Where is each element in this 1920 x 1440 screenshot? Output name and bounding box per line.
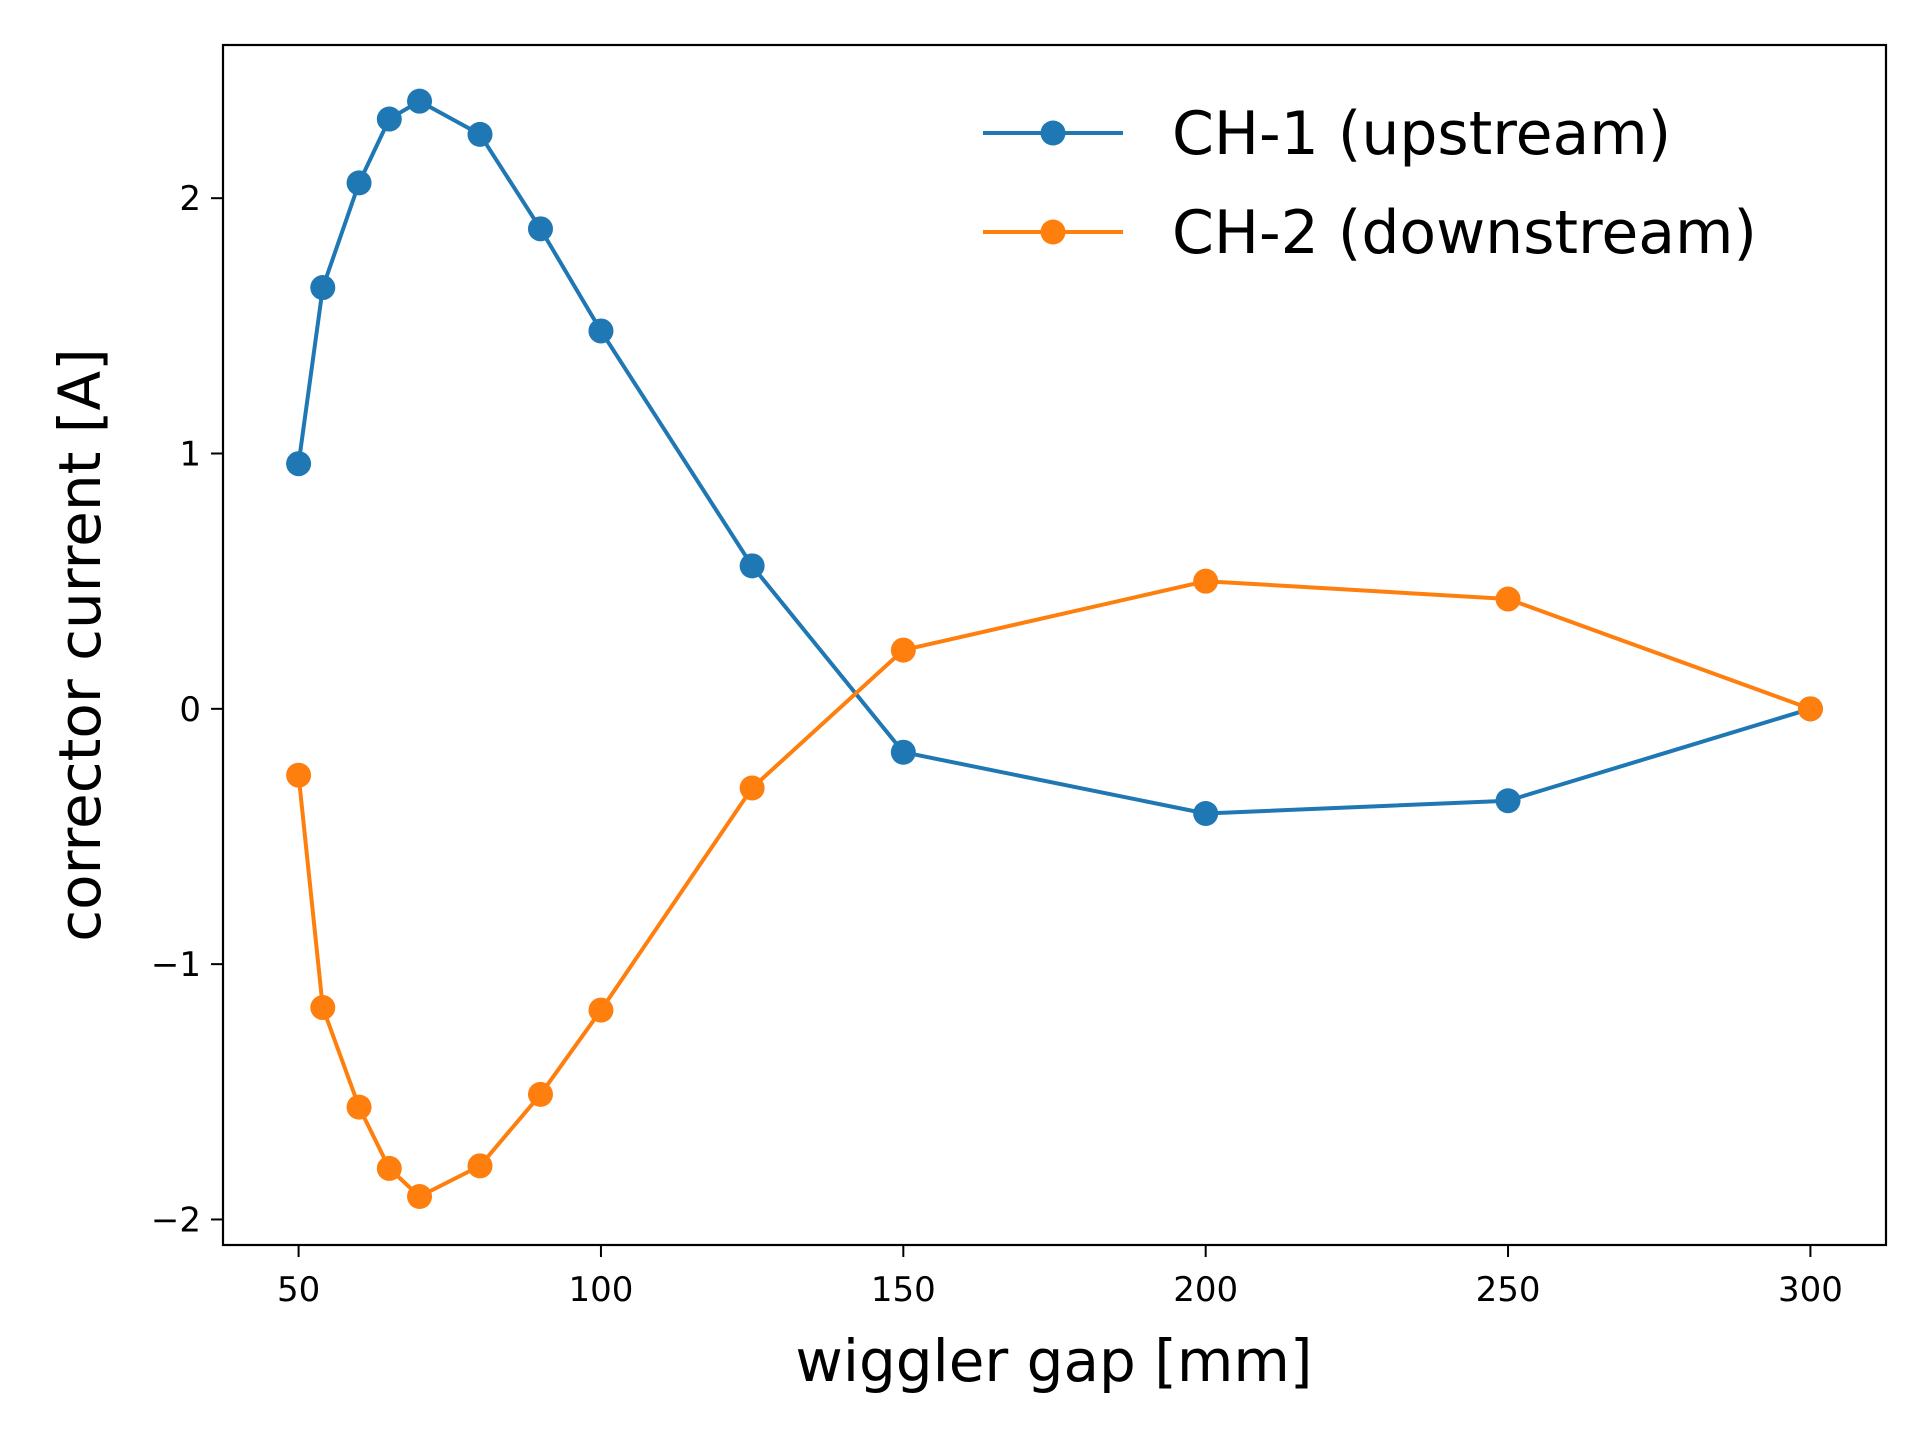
data-point: [376, 1155, 402, 1181]
data-point: [376, 106, 402, 132]
y-axis-label: corrector current [A]: [46, 348, 114, 941]
data-point: [739, 553, 765, 579]
data-point: [467, 121, 493, 147]
y-tick-label: −2: [151, 1200, 201, 1240]
data-point: [890, 637, 916, 663]
y-axis: −2 −1 0 1 2: [151, 179, 223, 1240]
legend-marker: [1040, 219, 1066, 245]
data-point: [346, 1094, 372, 1120]
data-point: [1797, 696, 1823, 722]
data-point: [407, 88, 433, 114]
data-point: [467, 1153, 493, 1179]
plot-frame: [221, 43, 1888, 1247]
data-point: [346, 170, 372, 196]
legend-label: CH-1 (upstream): [1172, 99, 1671, 169]
legend-label: CH-2 (downstream): [1172, 198, 1757, 268]
data-point: [588, 997, 614, 1023]
series-2: [286, 568, 1823, 1209]
data-point: [310, 995, 336, 1021]
data-point: [1495, 788, 1521, 814]
x-tick-label: 50: [277, 1270, 320, 1310]
legend-item: CH-1 (upstream): [983, 99, 1671, 169]
data-point: [739, 775, 765, 801]
x-tick-label: 150: [871, 1270, 936, 1310]
data-point: [527, 1081, 553, 1107]
data-point: [286, 762, 312, 788]
x-axis-label: wiggler gap [mm]: [795, 1327, 1312, 1395]
data-point: [1193, 568, 1219, 594]
data-point: [588, 318, 614, 344]
data-point: [890, 739, 916, 765]
y-tick-label: 1: [179, 435, 201, 475]
legend-item: CH-2 (downstream): [983, 198, 1757, 268]
x-tick-label: 200: [1173, 1270, 1238, 1310]
series-layer: [286, 88, 1823, 1209]
x-tick-label: 100: [569, 1270, 634, 1310]
y-tick-label: −1: [151, 945, 201, 985]
data-point: [310, 275, 336, 301]
data-point: [286, 451, 312, 477]
data-point: [1495, 586, 1521, 612]
legend-marker: [1040, 120, 1066, 146]
x-tick-label: 250: [1476, 1270, 1541, 1310]
legend: CH-1 (upstream) CH-2 (downstream): [983, 99, 1757, 268]
x-axis: 50 100 150 200 250 300: [277, 1245, 1843, 1310]
y-tick-label: 2: [179, 179, 201, 219]
y-tick-label: 0: [179, 690, 201, 730]
data-point: [1193, 801, 1219, 827]
data-point: [407, 1183, 433, 1209]
data-point: [527, 216, 553, 242]
x-tick-label: 300: [1778, 1270, 1843, 1310]
